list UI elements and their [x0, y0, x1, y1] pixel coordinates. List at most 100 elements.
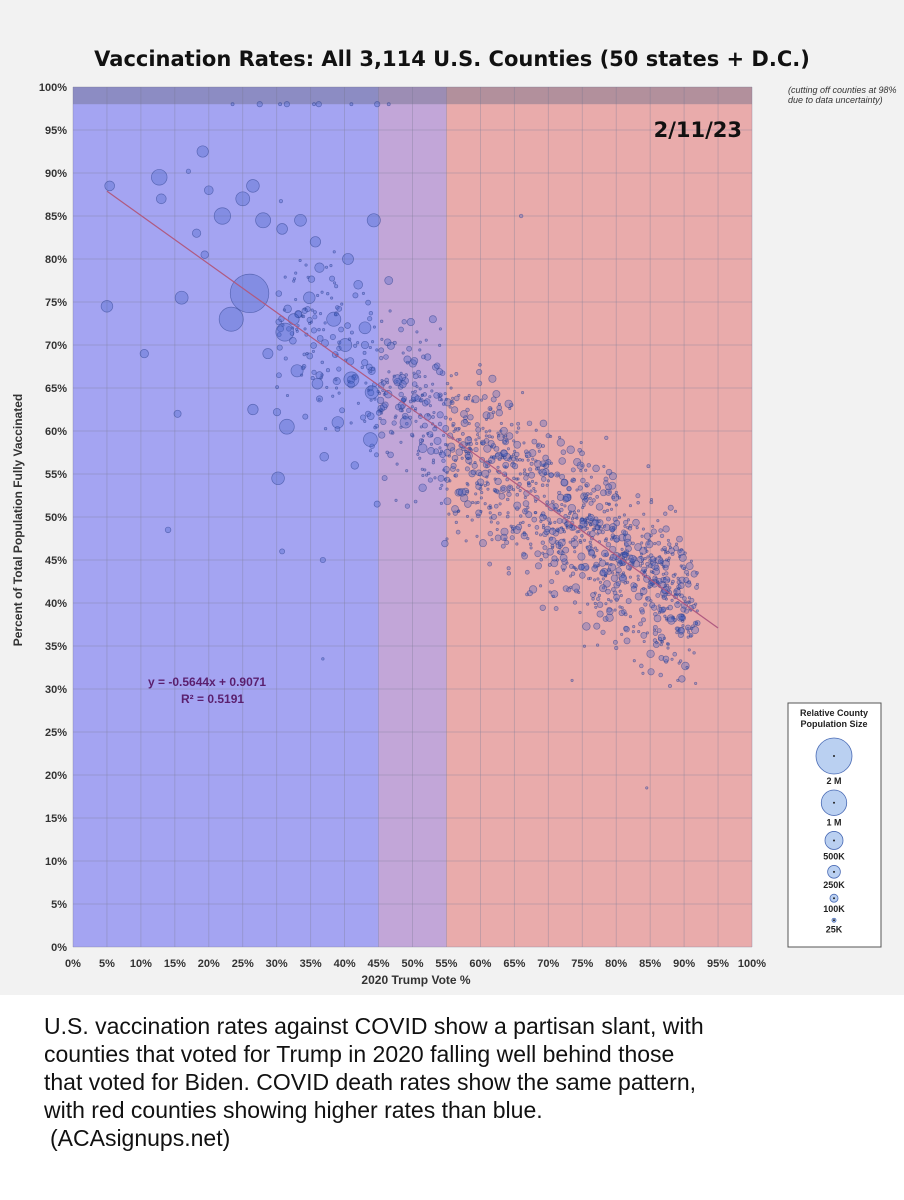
- caption-line-2: counties that voted for Trump in 2020 fa…: [44, 1041, 675, 1067]
- county-point: [545, 433, 551, 439]
- county-point: [311, 349, 315, 353]
- county-point: [416, 369, 421, 375]
- county-point: [414, 419, 418, 423]
- county-point: [512, 476, 516, 480]
- county-point: [643, 557, 647, 561]
- county-point: [573, 550, 577, 554]
- county-point: [539, 419, 548, 428]
- county-point: [494, 452, 500, 458]
- county-point: [447, 454, 451, 458]
- county-point: [646, 542, 650, 546]
- county-point: [606, 562, 610, 566]
- county-point: [490, 538, 494, 542]
- county-point: [658, 555, 662, 559]
- legend-label: 25K: [826, 924, 843, 934]
- county-point: [541, 444, 545, 448]
- county-point: [413, 389, 417, 393]
- county-point: [477, 472, 483, 477]
- county-point: [506, 447, 510, 451]
- county-point: [563, 504, 567, 508]
- county-point: [656, 519, 660, 523]
- county-point: [511, 527, 515, 531]
- county-point: [526, 537, 530, 541]
- x-tick-label: 0%: [65, 958, 81, 970]
- county-point: [476, 500, 480, 504]
- county-point: [361, 291, 365, 295]
- county-point: [481, 426, 485, 430]
- county-point: [607, 490, 611, 494]
- county-point-large: [326, 311, 342, 327]
- county-point: [662, 636, 666, 640]
- county-point: [524, 569, 530, 575]
- county-point: [588, 540, 592, 544]
- county-point: [485, 475, 489, 479]
- county-point: [556, 550, 560, 554]
- county-point: [478, 539, 487, 548]
- county-point: [320, 373, 324, 377]
- county-point: [447, 512, 451, 516]
- county-point: [445, 381, 450, 386]
- county-point: [465, 407, 470, 413]
- county-point: [375, 348, 379, 352]
- county-point: [405, 422, 409, 426]
- county-point: [695, 571, 699, 575]
- county-point: [426, 431, 434, 438]
- county-point: [561, 568, 566, 572]
- county-point: [601, 586, 606, 590]
- county-point: [479, 496, 483, 500]
- county-point: [605, 613, 614, 622]
- county-point: [553, 520, 557, 524]
- county-point: [471, 462, 478, 469]
- county-point: [496, 431, 500, 435]
- county-point: [527, 523, 531, 527]
- legend-bubble-center: [833, 755, 835, 757]
- county-point: [534, 511, 538, 515]
- x-tick-label: 95%: [707, 958, 729, 970]
- county-point: [418, 483, 427, 492]
- county-point: [487, 434, 492, 439]
- county-point: [509, 535, 515, 541]
- county-point: [443, 392, 447, 396]
- county-point-large: [645, 786, 649, 790]
- county-point: [534, 460, 542, 468]
- county-point: [526, 506, 530, 510]
- county-point: [506, 571, 511, 576]
- county-point: [596, 596, 601, 601]
- county-point: [623, 625, 629, 632]
- county-point: [424, 353, 432, 361]
- county-point: [571, 583, 581, 592]
- county-point: [678, 675, 686, 683]
- trendline: [106, 190, 719, 629]
- county-point: [548, 536, 557, 545]
- county-point: [662, 655, 670, 663]
- county-point: [643, 575, 651, 583]
- county-point: [304, 263, 308, 267]
- county-point: [676, 535, 683, 543]
- county-point: [593, 578, 597, 582]
- county-point: [423, 468, 427, 472]
- county-point: [333, 281, 337, 285]
- county-point: [416, 452, 420, 456]
- county-point: [418, 387, 422, 391]
- county-point: [562, 546, 570, 554]
- county-point: [635, 493, 641, 499]
- county-point: [436, 368, 444, 376]
- county-point: [505, 514, 510, 519]
- county-point-large: [192, 228, 202, 238]
- county-point: [347, 380, 355, 389]
- county-point: [531, 516, 538, 523]
- county-point-cutoff: [386, 102, 391, 107]
- county-point: [443, 415, 448, 420]
- x-axis-label: 2020 Trump Vote %: [361, 973, 470, 987]
- county-point: [497, 434, 501, 438]
- county-point: [666, 642, 670, 646]
- county-point: [275, 385, 280, 390]
- legend-title-line1: Relative County: [800, 708, 868, 718]
- county-point: [651, 524, 655, 528]
- county-point: [593, 591, 597, 595]
- county-point: [588, 576, 592, 580]
- county-point: [659, 560, 663, 564]
- county-point: [531, 438, 538, 445]
- caption-line-3: that voted for Biden. COVID death rates …: [44, 1069, 697, 1095]
- region-2: [446, 87, 752, 947]
